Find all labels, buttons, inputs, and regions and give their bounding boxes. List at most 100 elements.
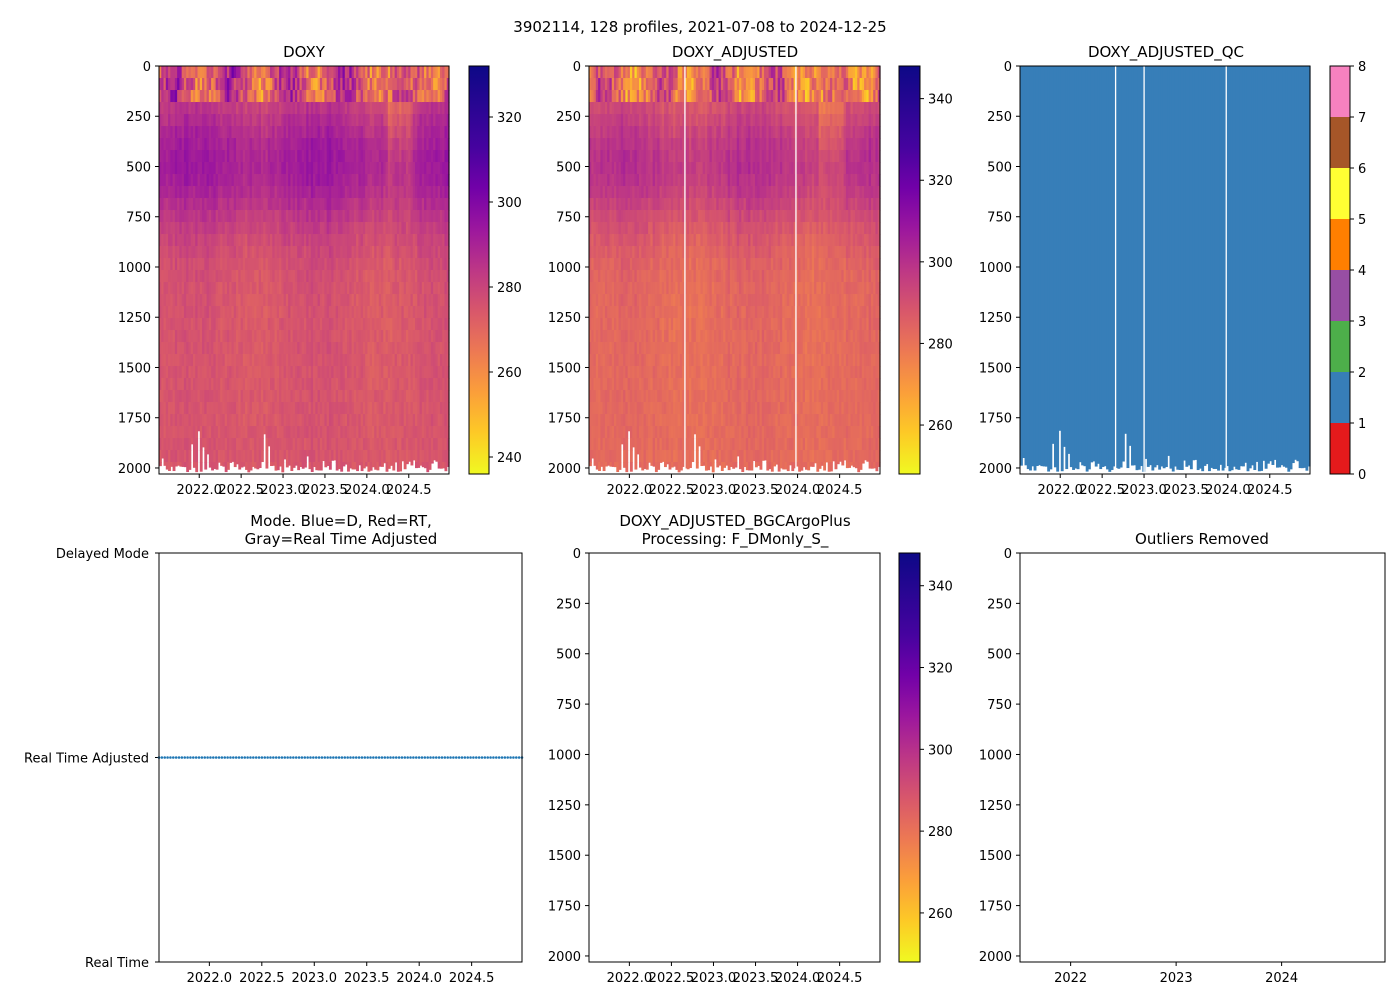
heatmap-cell <box>222 114 226 127</box>
heatmap-cell <box>294 114 298 127</box>
heatmap-cell <box>220 174 224 187</box>
heatmap-cell <box>446 234 450 247</box>
heatmap-cell <box>204 294 208 307</box>
heatmap-cell <box>403 186 407 199</box>
heatmap-cell <box>226 294 230 307</box>
heatmap-cell <box>297 222 301 235</box>
heatmap-cell <box>206 186 210 199</box>
heatmap-cell <box>245 318 248 331</box>
heatmap-cell <box>424 234 427 247</box>
heatmap-cell <box>595 366 599 379</box>
heatmap-cell <box>192 414 196 427</box>
heatmap-cell <box>442 162 446 175</box>
heatmap-cell <box>442 342 446 355</box>
heatmap-cell <box>351 402 355 415</box>
heatmap-cell <box>435 426 439 439</box>
heatmap-cell <box>174 174 178 187</box>
heatmap-cell <box>609 102 613 115</box>
heatmap-cell <box>595 390 599 403</box>
heatmap-cell <box>394 438 398 451</box>
heatmap-cell <box>602 438 606 451</box>
heatmap-cell <box>589 306 592 319</box>
heatmap-cell <box>274 318 278 331</box>
heatmap-cell <box>437 78 441 91</box>
heatmap-cell <box>322 378 325 391</box>
heatmap-cell <box>623 426 626 439</box>
heatmap-cell <box>433 330 437 343</box>
heatmap-cell <box>405 66 409 79</box>
heatmap-cell <box>186 258 190 271</box>
heatmap-cell <box>331 402 335 415</box>
heatmap-cell <box>437 210 441 223</box>
heatmap-cell <box>378 222 382 235</box>
heatmap-cell <box>600 126 604 139</box>
heatmap-cell <box>589 402 592 415</box>
heatmap-cell <box>317 294 321 307</box>
heatmap-cell <box>179 138 183 151</box>
heatmap-cell <box>399 282 403 295</box>
heatmap-cell <box>308 366 312 379</box>
heatmap-cell <box>374 462 378 470</box>
heatmap-cell <box>177 90 180 103</box>
heatmap-cell <box>270 354 273 367</box>
heatmap-cell <box>195 414 199 427</box>
heatmap-cell <box>349 390 353 403</box>
heatmap-cell <box>595 186 599 199</box>
heatmap-cell <box>319 258 323 271</box>
heatmap-cell <box>598 150 601 163</box>
heatmap-cell <box>168 126 171 139</box>
heatmap-cell <box>272 342 276 355</box>
heatmap-cell <box>206 222 210 235</box>
heatmap-cell <box>367 342 371 355</box>
heatmap-cell <box>383 306 387 319</box>
heatmap-cell <box>319 282 323 295</box>
heatmap-cell <box>179 174 183 187</box>
heatmap-cell <box>165 210 169 223</box>
heatmap-cell <box>179 426 183 439</box>
heatmap-cell <box>365 306 369 319</box>
heatmap-cell <box>281 450 285 463</box>
heatmap-cell <box>168 234 171 247</box>
heatmap-cell <box>236 462 239 465</box>
heatmap-cell <box>356 462 359 472</box>
heatmap-cell <box>618 366 622 379</box>
heatmap-cell <box>383 426 387 439</box>
heatmap-cell <box>263 66 267 79</box>
heatmap-cell <box>335 270 339 283</box>
heatmap-cell <box>242 354 246 367</box>
heatmap-cell <box>385 90 389 103</box>
heatmap-cell <box>349 378 353 391</box>
heatmap-cell <box>385 198 389 211</box>
heatmap-cell <box>609 366 613 379</box>
heatmap-cell <box>360 306 364 319</box>
heatmap-cell <box>387 138 391 151</box>
heatmap-cell <box>333 78 337 91</box>
heatmap-cell <box>428 210 432 223</box>
heatmap-cell <box>618 90 622 103</box>
heatmap-cell <box>399 354 403 367</box>
heatmap-cell <box>367 306 371 319</box>
heatmap-cell <box>177 126 180 139</box>
heatmap-cell <box>424 138 427 151</box>
heatmap-cell <box>202 78 205 91</box>
heatmap-cell <box>337 150 341 163</box>
heatmap-cell <box>618 330 622 343</box>
heatmap-cell <box>356 138 359 151</box>
heatmap-cell <box>258 282 262 295</box>
heatmap-cell <box>625 222 629 235</box>
heatmap-cell <box>349 246 353 259</box>
heatmap-cell <box>598 306 601 319</box>
heatmap-cell <box>383 354 387 367</box>
heatmap-cell <box>251 210 255 223</box>
heatmap-cell <box>365 282 369 295</box>
heatmap-cell <box>161 186 165 199</box>
heatmap-cell <box>347 294 350 307</box>
heatmap-cell <box>238 138 242 151</box>
heatmap-cell <box>188 150 192 163</box>
heatmap-cell <box>288 234 292 247</box>
heatmap-cell <box>347 198 350 211</box>
heatmap-cell <box>412 306 416 319</box>
heatmap-cell <box>290 270 294 283</box>
heatmap-cell <box>602 90 606 103</box>
heatmap-cell <box>238 330 242 343</box>
